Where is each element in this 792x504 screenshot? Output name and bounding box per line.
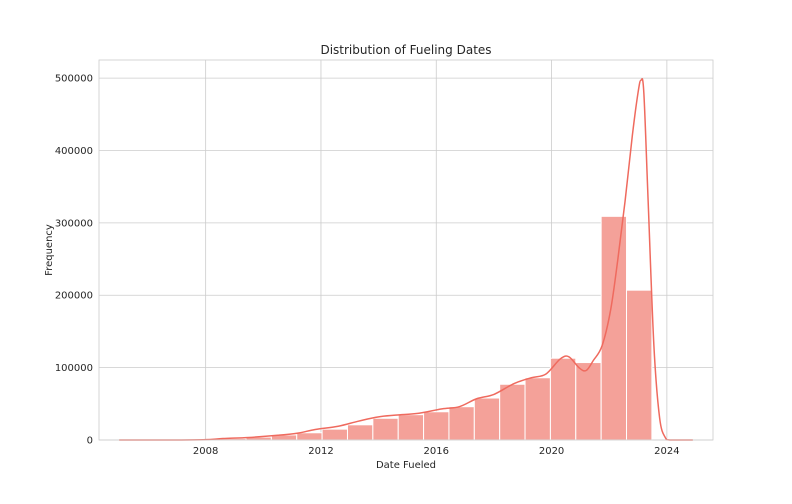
y-tick-label: 300000 — [55, 218, 93, 229]
x-tick-label: 2016 — [424, 446, 449, 457]
y-tick-label: 400000 — [55, 146, 93, 157]
histogram-bar — [397, 414, 425, 441]
x-tick-label: 2020 — [539, 446, 564, 457]
histogram-bar — [626, 289, 653, 441]
histogram-bar — [372, 417, 399, 441]
histogram-bars — [194, 215, 653, 441]
x-tick-labels: 2008 2012 2016 2020 2024 — [193, 446, 680, 457]
histogram-bar — [448, 406, 475, 441]
kde-curve — [119, 78, 693, 441]
histogram-bar — [499, 383, 526, 441]
histogram-bar — [423, 411, 450, 441]
histogram-bar — [549, 357, 577, 441]
plot-frame — [98, 59, 714, 441]
x-tick-label: 2012 — [308, 446, 333, 457]
y-tick-label: 100000 — [55, 363, 93, 374]
histogram-bar — [296, 432, 323, 441]
y-tick-labels: 0 100000 200000 300000 400000 500000 — [55, 74, 93, 447]
y-tick-label: 0 — [87, 436, 93, 447]
histogram-bar — [600, 215, 628, 441]
histogram-bar — [575, 362, 602, 441]
histogram-bar — [524, 377, 551, 441]
y-axis-label: Frequency — [44, 224, 55, 276]
chart-title: Distribution of Fueling Dates — [320, 43, 491, 57]
y-tick-label: 200000 — [55, 291, 93, 302]
histogram-bar — [473, 397, 501, 441]
x-tick-label: 2024 — [654, 446, 679, 457]
x-axis-label: Date Fueled — [376, 460, 436, 471]
histogram-bar — [321, 428, 348, 441]
y-tick-label: 500000 — [55, 74, 93, 85]
x-tick-label: 2008 — [193, 446, 218, 457]
histogram-bar — [346, 424, 374, 441]
